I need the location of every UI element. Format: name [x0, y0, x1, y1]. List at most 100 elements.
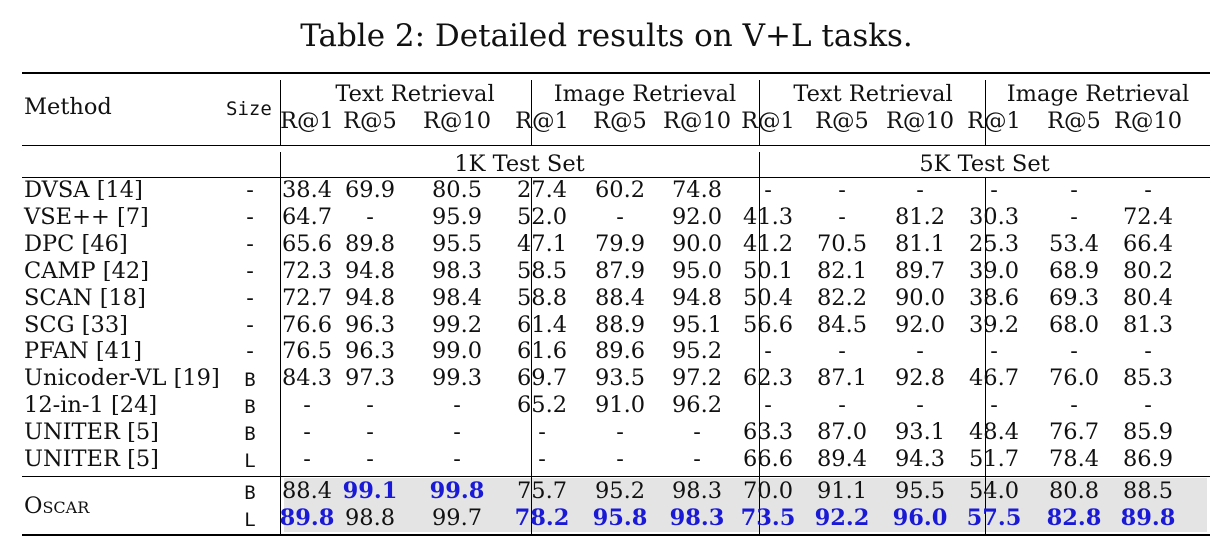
group-header: Text Retrieval: [793, 81, 953, 107]
result-cell: 54.0: [968, 478, 1020, 504]
result-cell: -: [303, 392, 311, 419]
top-rule: [22, 72, 1210, 74]
metric-header: R@5: [593, 108, 647, 134]
result-cell: -: [916, 177, 924, 203]
result-cell: -: [538, 419, 546, 446]
oscar-initial: O: [24, 493, 43, 519]
method-name: Unicoder-VL [19]: [24, 365, 220, 392]
result-cell: -: [366, 446, 374, 472]
result-cell: 47.1: [516, 230, 568, 257]
result-cell: -: [764, 392, 772, 419]
result-cell: 69.3: [1048, 284, 1100, 311]
result-cell: -: [616, 446, 624, 472]
result-cell: 97.3: [344, 365, 396, 392]
result-cell: 78.4: [1048, 446, 1100, 472]
result-cell: -: [693, 419, 701, 446]
result-cell: 61.6: [516, 338, 568, 365]
result-cell: 97.2: [671, 365, 723, 392]
result-cell: 98.3: [431, 257, 483, 284]
result-cell: 82.2: [816, 284, 868, 311]
oscar-shade: [284, 478, 1207, 532]
result-cell: 89.6: [594, 338, 646, 365]
column-divider: [280, 177, 281, 534]
result-cell: 95.2: [671, 338, 723, 365]
result-cell: -: [366, 392, 374, 419]
result-cell: 63.3: [742, 419, 794, 446]
result-cell: 89.4: [816, 446, 868, 472]
method-name: DPC [46]: [24, 230, 128, 257]
metric-header: R@5: [343, 108, 397, 134]
bottom-rule: [22, 534, 1210, 536]
result-cell: -: [838, 338, 846, 365]
result-cell: 41.3: [742, 203, 794, 230]
metric-header: R@10: [1113, 108, 1183, 134]
group-header: Text Retrieval: [335, 81, 495, 107]
result-cell: 82.1: [816, 257, 868, 284]
result-cell: -: [1070, 203, 1078, 230]
result-cell: 95.2: [594, 478, 646, 504]
column-divider: [985, 80, 986, 145]
result-cell: 96.3: [344, 338, 396, 365]
result-cell: 91.0: [594, 392, 646, 419]
result-cell: 94.8: [344, 257, 396, 284]
result-cell: 58.5: [516, 257, 568, 284]
metric-header: R@5: [1047, 108, 1101, 134]
result-cell: 58.8: [516, 284, 568, 311]
result-cell: 87.9: [594, 257, 646, 284]
result-cell: 95.5: [894, 478, 946, 504]
result-cell: 90.0: [894, 284, 946, 311]
size-value: -: [246, 230, 254, 257]
oscar-rule: [22, 476, 1210, 477]
test-set-label: 1K Test Set: [454, 151, 585, 177]
result-cell: 75.7: [516, 478, 568, 504]
result-cell: 81.1: [894, 230, 946, 257]
column-divider: [280, 80, 281, 145]
size-value: -: [246, 338, 254, 365]
result-cell: 74.8: [671, 177, 723, 203]
result-cell: 39.2: [968, 311, 1020, 338]
result-cell: 86.9: [1122, 446, 1174, 472]
group-header: Image Retrieval: [553, 81, 737, 107]
size-value: L: [244, 450, 256, 472]
result-cell: 91.1: [816, 478, 868, 504]
size-value: -: [246, 311, 254, 338]
result-cell: 78.2: [514, 504, 570, 531]
result-cell: 27.4: [516, 177, 568, 203]
size-header: Size: [226, 98, 272, 120]
result-cell: 72.7: [281, 284, 333, 311]
metric-header: R@10: [885, 108, 955, 134]
metric-header: R@10: [662, 108, 732, 134]
result-cell: 96.3: [344, 311, 396, 338]
test-set-label: 5K Test Set: [919, 151, 1050, 177]
result-cell: 95.1: [671, 311, 723, 338]
result-cell: -: [453, 392, 461, 419]
result-cell: 88.4: [594, 284, 646, 311]
result-cell: -: [538, 446, 546, 472]
result-cell: -: [366, 203, 374, 230]
result-cell: -: [838, 203, 846, 230]
result-cell: 76.5: [281, 338, 333, 365]
result-cell: -: [1144, 338, 1152, 365]
result-cell: 99.1: [342, 478, 398, 504]
result-cell: -: [1070, 392, 1078, 419]
result-cell: 69.7: [516, 365, 568, 392]
size-value: -: [246, 177, 254, 203]
result-cell: 65.2: [516, 392, 568, 419]
result-cell: -: [990, 177, 998, 203]
result-cell: -: [916, 392, 924, 419]
result-cell: -: [616, 419, 624, 446]
method-name: CAMP [42]: [24, 257, 149, 284]
result-cell: 99.7: [431, 504, 483, 531]
size-value: B: [244, 369, 256, 392]
result-cell: 53.4: [1048, 230, 1100, 257]
result-cell: 80.4: [1122, 284, 1174, 311]
result-cell: 46.7: [968, 365, 1020, 392]
size-value: B: [244, 482, 256, 504]
result-cell: 48.4: [968, 419, 1020, 446]
metric-header: R@10: [422, 108, 492, 134]
result-cell: 99.3: [431, 365, 483, 392]
result-cell: 57.5: [966, 504, 1022, 531]
method-name: 12-in-1 [24]: [24, 392, 158, 419]
method-name: PFAN [41]: [24, 338, 143, 365]
result-cell: 56.6: [742, 311, 794, 338]
